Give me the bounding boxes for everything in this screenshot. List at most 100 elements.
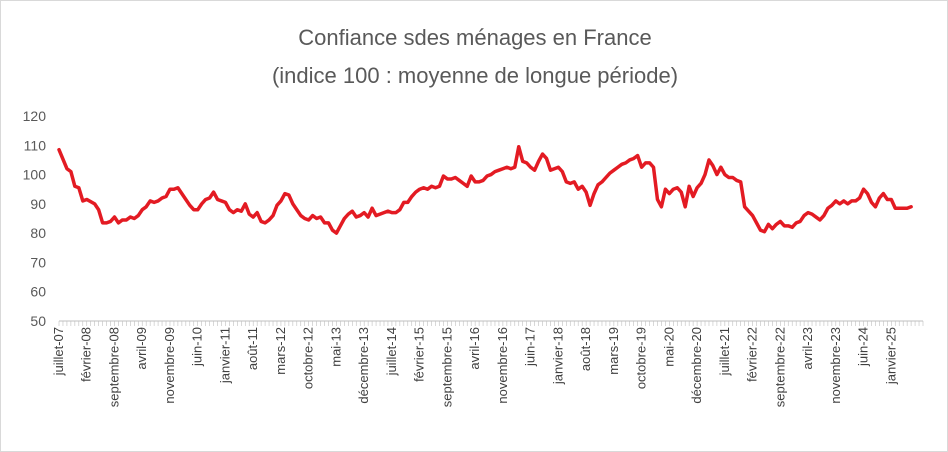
data-point bbox=[870, 201, 873, 204]
data-point bbox=[157, 200, 159, 202]
x-axis-labels: juillet-07 février-08 septembre-08 avril-09… bbox=[51, 327, 898, 407]
data-point bbox=[359, 214, 362, 217]
data-point bbox=[585, 191, 587, 193]
data-point bbox=[173, 188, 175, 191]
data-point bbox=[850, 200, 853, 202]
data-point bbox=[648, 162, 651, 164]
data-point bbox=[244, 203, 247, 205]
series-layer bbox=[57, 145, 913, 235]
data-point bbox=[311, 214, 314, 217]
data-point bbox=[486, 175, 488, 177]
data-point bbox=[882, 192, 885, 195]
data-point bbox=[660, 205, 663, 208]
data-point bbox=[208, 197, 211, 199]
data-point bbox=[815, 216, 817, 218]
data-point bbox=[565, 181, 568, 183]
data-point bbox=[66, 167, 68, 170]
data-point bbox=[490, 173, 492, 176]
data-point bbox=[418, 188, 421, 191]
data-point bbox=[700, 182, 702, 185]
data-point bbox=[212, 191, 215, 193]
data-point bbox=[763, 230, 766, 233]
data-point bbox=[284, 192, 286, 195]
data-point bbox=[838, 203, 841, 205]
data-point bbox=[125, 219, 128, 221]
data-point bbox=[133, 217, 136, 220]
x-tick-label: mars-12 bbox=[273, 327, 288, 375]
data-point bbox=[101, 222, 104, 224]
data-point bbox=[296, 208, 298, 211]
data-point bbox=[747, 210, 750, 212]
x-tick-label: mai-20 bbox=[661, 327, 676, 367]
data-point bbox=[494, 170, 496, 173]
data-point bbox=[403, 201, 405, 204]
data-point bbox=[803, 214, 805, 217]
data-point bbox=[640, 166, 643, 169]
data-point bbox=[743, 205, 746, 208]
data-point bbox=[474, 181, 476, 183]
data-point bbox=[85, 198, 88, 201]
data-point bbox=[823, 214, 825, 217]
data-point bbox=[446, 178, 449, 180]
data-point bbox=[874, 205, 877, 208]
data-point bbox=[521, 160, 524, 163]
x-tick-label: novembre-16 bbox=[495, 327, 510, 404]
data-point bbox=[177, 186, 179, 189]
x-tick-label: août-11 bbox=[245, 327, 260, 370]
data-point bbox=[387, 210, 389, 212]
data-point bbox=[783, 225, 786, 227]
data-point bbox=[434, 186, 437, 189]
data-point bbox=[200, 203, 203, 205]
series-line bbox=[57, 145, 913, 235]
data-point bbox=[854, 200, 857, 202]
x-tick-label: juin-10 bbox=[190, 327, 205, 367]
data-point bbox=[498, 169, 500, 171]
data-point bbox=[395, 211, 397, 214]
data-point bbox=[573, 181, 576, 183]
data-point bbox=[652, 166, 655, 169]
x-tick-label: septembre-08 bbox=[106, 327, 121, 407]
x-tick-label: juin-24 bbox=[856, 327, 871, 367]
data-point bbox=[561, 170, 564, 173]
data-point bbox=[716, 173, 718, 176]
data-point bbox=[327, 222, 330, 224]
data-point bbox=[442, 175, 445, 177]
data-point bbox=[149, 200, 151, 202]
data-point bbox=[688, 185, 690, 188]
data-point bbox=[375, 214, 377, 217]
data-point bbox=[482, 179, 484, 182]
data-point bbox=[169, 188, 171, 191]
data-point bbox=[252, 216, 254, 218]
data-point bbox=[684, 205, 686, 208]
data-point bbox=[256, 211, 258, 214]
data-point bbox=[248, 213, 251, 215]
x-tick-label: avril-16 bbox=[467, 327, 482, 370]
data-point bbox=[597, 184, 599, 186]
data-point bbox=[529, 166, 532, 169]
data-point bbox=[525, 162, 528, 164]
data-point bbox=[668, 192, 671, 195]
data-point bbox=[367, 216, 369, 218]
data-point bbox=[478, 181, 480, 183]
data-point bbox=[307, 219, 310, 221]
data-point bbox=[553, 167, 556, 170]
data-point bbox=[517, 145, 520, 148]
data-point bbox=[70, 170, 72, 173]
x-tick-label: février-22 bbox=[745, 327, 760, 382]
data-point bbox=[720, 166, 722, 169]
data-point bbox=[414, 191, 417, 193]
data-point bbox=[510, 167, 512, 170]
data-point bbox=[902, 207, 904, 210]
data-point bbox=[355, 216, 358, 218]
data-point bbox=[894, 207, 897, 210]
data-point bbox=[795, 222, 797, 224]
data-point bbox=[712, 164, 714, 167]
y-tick-label: 60 bbox=[30, 284, 46, 300]
data-point bbox=[81, 200, 84, 202]
data-point bbox=[656, 198, 659, 201]
data-point bbox=[224, 201, 227, 204]
data-point bbox=[137, 214, 140, 217]
x-tick-label: février-15 bbox=[412, 327, 427, 382]
data-point bbox=[664, 188, 667, 191]
data-point bbox=[617, 166, 619, 169]
